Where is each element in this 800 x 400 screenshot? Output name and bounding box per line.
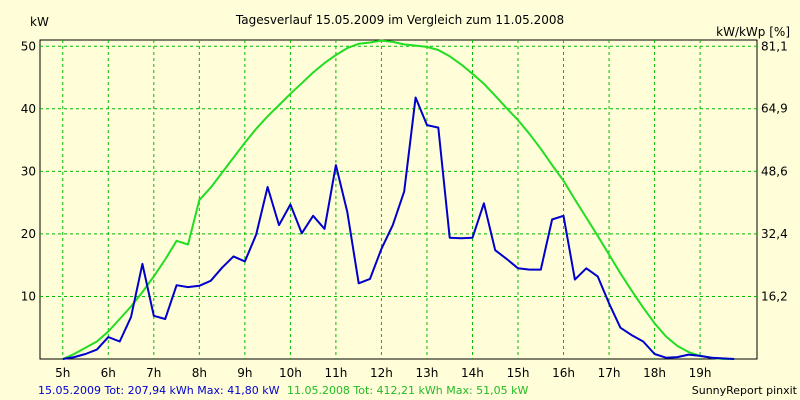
y-tick-label-right: 16,2: [761, 290, 788, 304]
grid-layer: [40, 40, 757, 359]
x-tick-label: 12h: [370, 366, 393, 380]
plot-area: [39, 39, 758, 360]
legend-series-2008: 11.05.2008 Tot: 412,21 kWh Max: 51,05 kW: [287, 384, 529, 397]
y-tick-label-left: 30: [21, 164, 36, 178]
x-tick-label: 14h: [461, 366, 484, 380]
chart-title: Tagesverlauf 15.05.2009 im Vergleich zum…: [235, 13, 564, 27]
x-tick-label: 13h: [416, 366, 439, 380]
x-tick-label: 5h: [55, 366, 70, 380]
y-axis-left-label: kW: [30, 15, 49, 29]
legend-text-2009: 15.05.2009 Tot: 207,94 kWh Max: 41,80 kW…: [38, 384, 529, 397]
y-tick-label-right: 81,1: [761, 39, 788, 53]
y-tick-label-right: 64,9: [761, 102, 788, 116]
x-tick-label: 18h: [643, 366, 666, 380]
x-tick-label: 16h: [552, 366, 575, 380]
y-tick-label-right: 48,6: [761, 165, 788, 179]
x-tick-label: 19h: [689, 366, 712, 380]
x-tick-label: 15h: [507, 366, 530, 380]
x-tick-label: 8h: [192, 366, 207, 380]
axis-tick-labels: 5h 6h 7h 8h 9h 10h 11h 12h 13h 14h 15h 16h 17h 18h 19h…: [21, 39, 788, 380]
y-tick-label-left: 20: [21, 227, 36, 241]
brand-label: SunnyReport pinxit: [692, 384, 798, 397]
series-line-15.05.2009: [62, 96, 735, 360]
x-tick-label: 7h: [146, 366, 161, 380]
x-tick-label: 6h: [101, 366, 116, 380]
y-tick-label-left: 40: [21, 102, 36, 116]
x-tick-label: 11h: [324, 366, 347, 380]
x-tick-label: 10h: [279, 366, 302, 380]
series-layer: [62, 39, 735, 360]
x-tick-label: 9h: [237, 366, 252, 380]
x-tick-label: 17h: [598, 366, 621, 380]
y-tick-label-left: 50: [21, 39, 36, 53]
y-tick-label-left: 10: [21, 289, 36, 303]
legend-series-2009: 15.05.2009 Tot: 207,94 kWh Max: 41,80 kW: [38, 384, 280, 397]
y-tick-label-right: 32,4: [761, 227, 788, 241]
series-line-11.05.2008: [62, 39, 735, 360]
y-axis-right-label: kW/kWp [%]: [716, 25, 790, 39]
